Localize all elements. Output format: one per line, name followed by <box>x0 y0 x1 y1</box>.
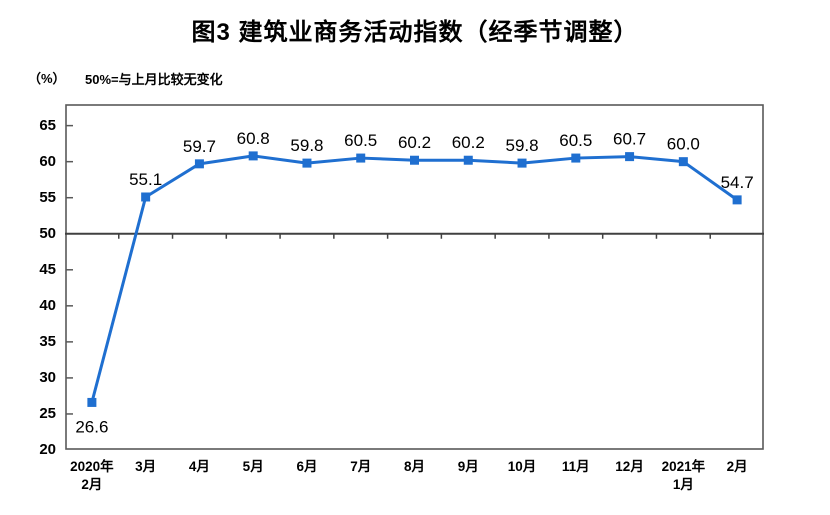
data-point-marker <box>463 155 473 165</box>
x-axis-label: 8月 <box>403 459 426 474</box>
data-point-label: 60.5 <box>344 131 377 150</box>
data-point-label: 60.8 <box>237 129 270 148</box>
plot-border <box>65 104 764 450</box>
x-axis-label: 7月 <box>350 459 372 474</box>
data-point-label: 60.7 <box>613 130 646 149</box>
data-point-marker <box>141 192 151 202</box>
x-axis-label: 2月 <box>726 459 748 474</box>
data-point-label: 60.2 <box>452 133 485 152</box>
x-axis-label: 10月 <box>507 459 537 474</box>
data-point-marker <box>356 153 366 163</box>
x-axis-label: 11月 <box>561 459 590 474</box>
data-point-marker <box>302 158 312 168</box>
y-axis-label: 20 <box>39 441 56 458</box>
y-axis-label: 45 <box>39 260 56 278</box>
data-point-label: 60.2 <box>398 133 431 152</box>
y-axis-label: 55 <box>39 188 56 206</box>
data-point-marker <box>194 159 204 169</box>
x-axis-label: 9月 <box>457 459 479 474</box>
chart-title: 图3 建筑业商务活动指数（经季节调整） <box>191 19 639 46</box>
x-axis-label: 2021年 1月 <box>661 459 706 492</box>
x-axis-label: 2020年 2月 <box>70 459 114 492</box>
data-point-marker <box>87 397 97 407</box>
y-axis-label: 25 <box>39 404 56 422</box>
data-point-marker <box>625 152 635 162</box>
y-axis-unit-label: （%） <box>28 71 66 86</box>
data-point-marker <box>732 195 742 205</box>
data-point-label: 60.5 <box>559 131 592 150</box>
x-axis-label: 3月 <box>135 459 157 474</box>
x-axis-label: 12月 <box>615 459 644 474</box>
y-axis-label: 60 <box>39 152 56 170</box>
data-point-marker <box>410 155 419 165</box>
data-point-label: 59.8 <box>290 136 323 155</box>
data-point-marker <box>248 151 258 161</box>
y-axis-label: 50 <box>39 224 56 242</box>
series-line <box>90 154 738 403</box>
data-point-label: 60.0 <box>667 135 700 154</box>
chart-note: 50%=与上月比较无变化 <box>85 72 223 87</box>
y-axis-label: 35 <box>39 332 56 350</box>
x-axis-label: 5月 <box>242 459 264 474</box>
data-point-marker <box>571 153 581 163</box>
data-point-label: 26.6 <box>75 417 108 436</box>
y-axis-label: 40 <box>39 296 56 314</box>
x-axis-label: 4月 <box>188 459 210 474</box>
data-point-label: 59.7 <box>183 137 216 156</box>
x-axis-label: 6月 <box>296 459 318 474</box>
line-chart: 26.6 55.1 59.7 60.8 59.8 60.5 60.2 60.2 59.8 60.5… <box>65 104 764 450</box>
data-point-label: 55.1 <box>129 170 162 189</box>
y-axis-label: 65 <box>39 116 56 134</box>
data-point-label: 54.7 <box>721 173 754 192</box>
data-point-marker <box>678 157 688 167</box>
data-point-label: 59.8 <box>505 136 538 155</box>
y-axis-label: 30 <box>39 368 56 386</box>
data-point-marker <box>517 158 527 168</box>
